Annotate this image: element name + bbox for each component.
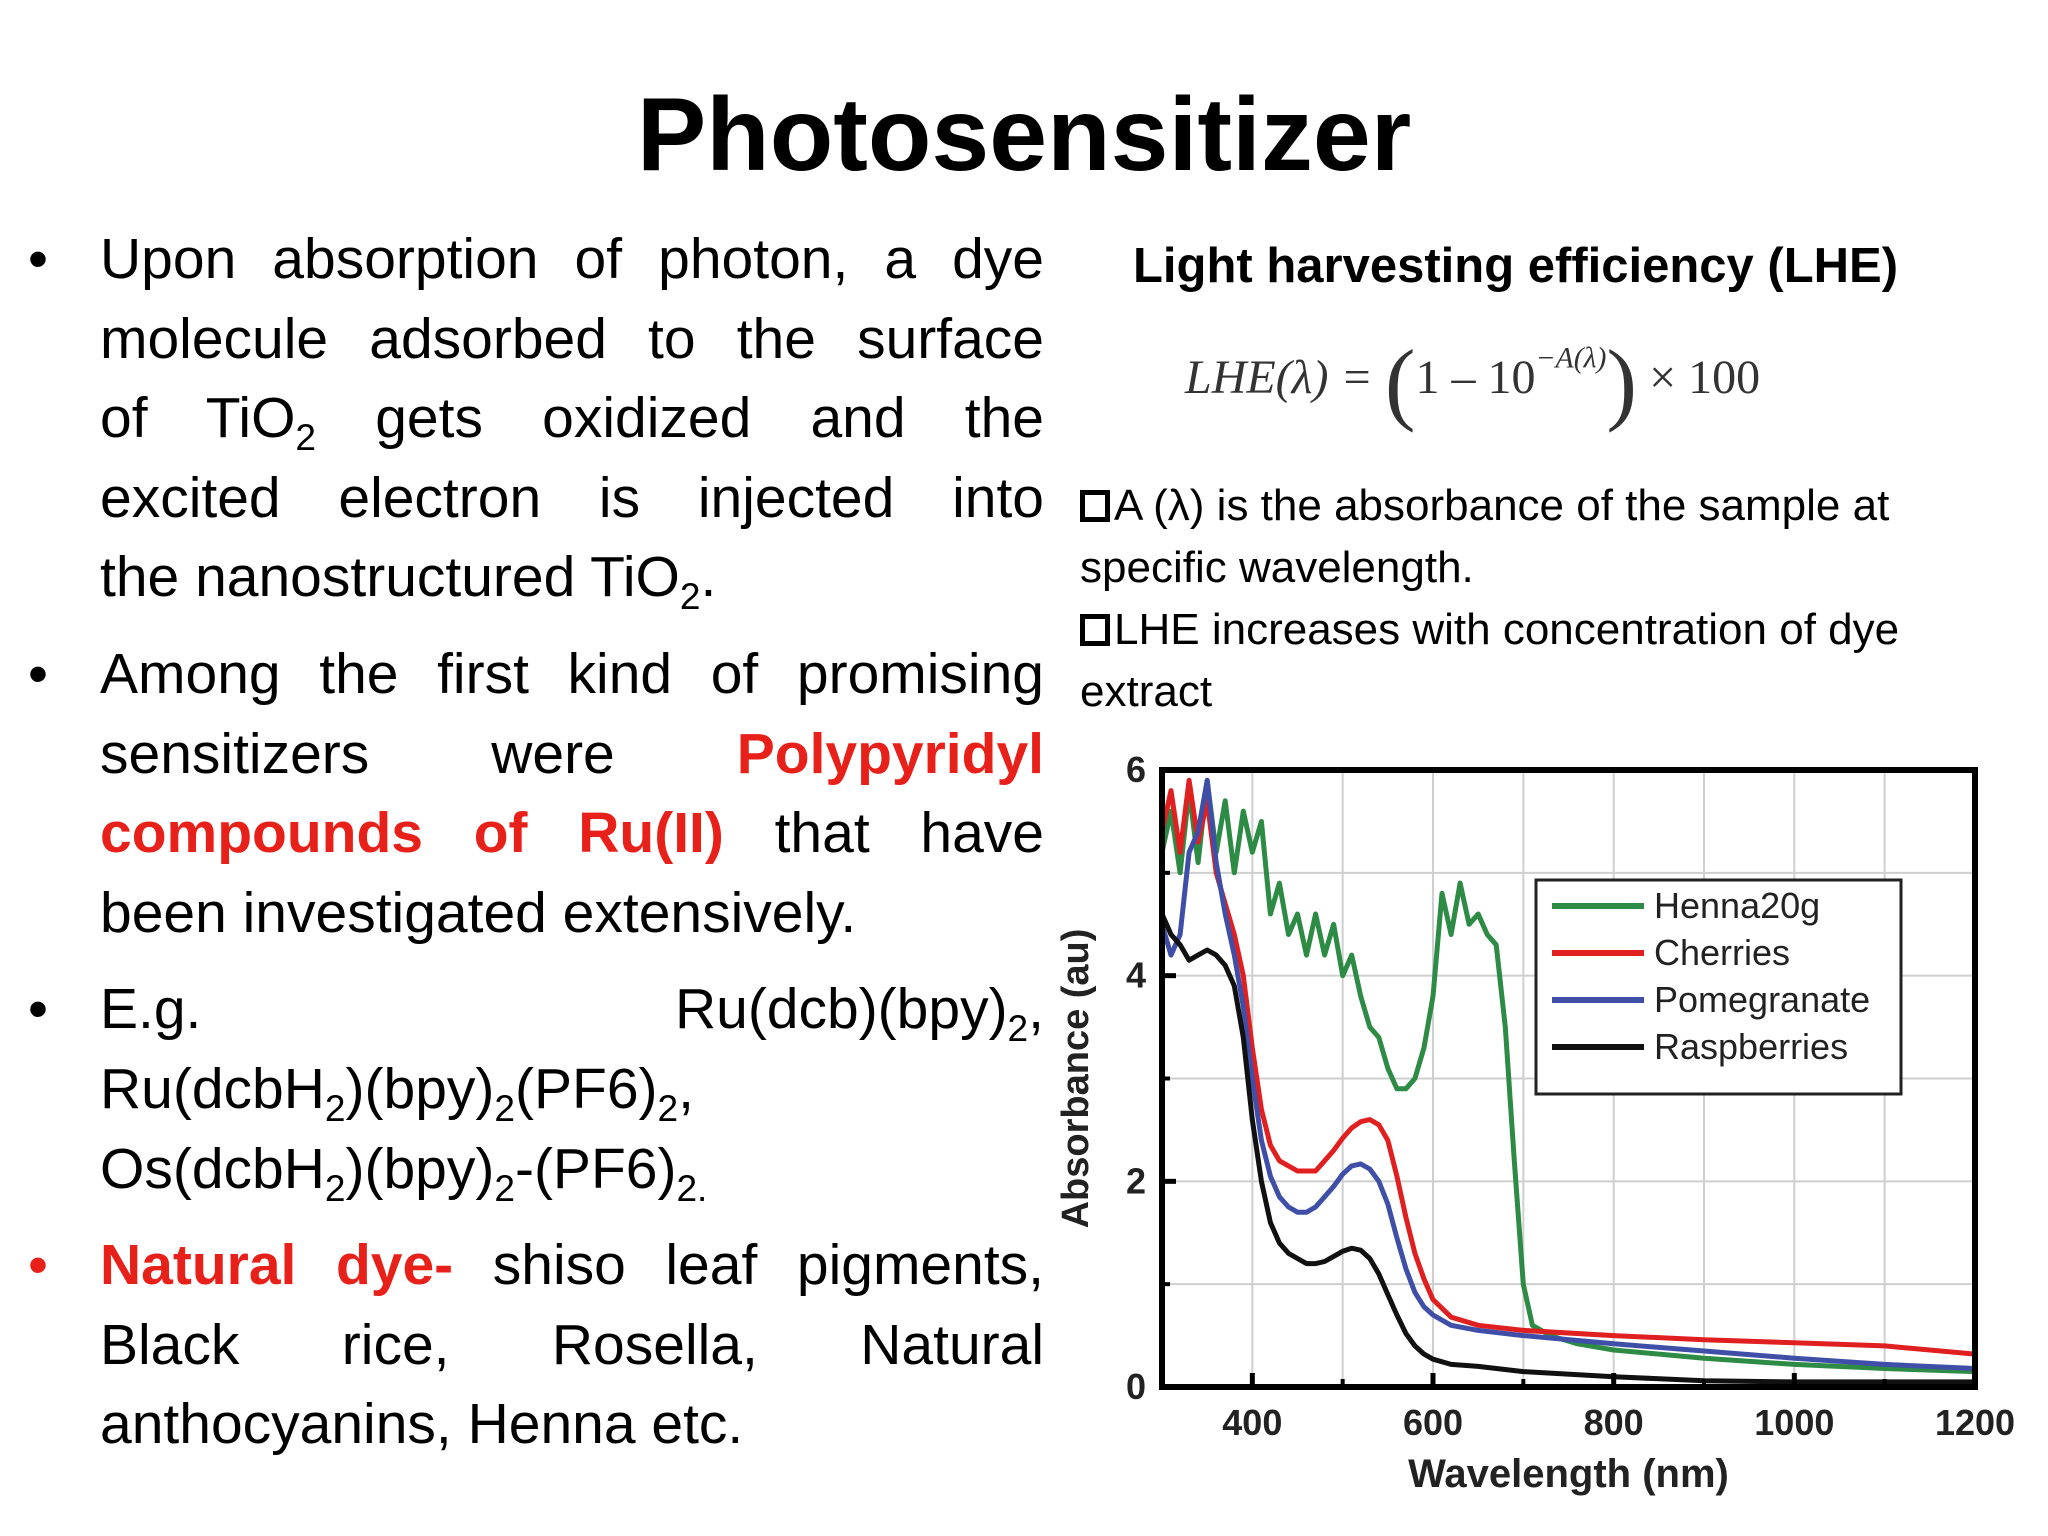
bullet-1-line-1: Upon absorption of photon, a dye: [100, 227, 1044, 291]
bullet-4-line-1: Natural dye- shiso leaf pigments,: [100, 1233, 1044, 1298]
y-axis-label: Absorbance (au): [1055, 929, 1097, 1229]
bullet-1-line-5: the nanostructured TiO2.: [100, 545, 717, 618]
bullet-4: • Natural dye- shiso leaf pigments, Blac…: [28, 1226, 1044, 1465]
y-tick-label: 2: [1126, 1160, 1146, 1201]
y-tick-label: 6: [1126, 749, 1146, 790]
slide-title: Photosensitizer: [636, 77, 1412, 193]
bullet-4-line-2: Black rice, Rosella, Natural: [100, 1312, 1044, 1377]
bullet-1-line-2: molecule adsorbed to the surface: [100, 306, 1044, 371]
series-line-raspberries: [1159, 912, 1975, 1385]
lhe-formula: LHE(λ) = (1 – 10−A(λ)) × 100: [1185, 336, 1761, 428]
x-tick-label: 600: [1403, 1402, 1463, 1443]
bullet-4-line-3: anthocyanins, Henna etc.: [100, 1392, 744, 1457]
legend-box: [1534, 878, 1903, 1096]
formula-close-paren: ): [1606, 330, 1638, 433]
bullet-2: • Among the first kind of promising sens…: [28, 635, 1044, 953]
legend-label: Henna20g: [1654, 885, 1820, 926]
bullet-1-line-4: excited electron is injected into: [100, 465, 1044, 530]
legend-label: Cherries: [1654, 932, 1790, 973]
formula-open-paren: (: [1384, 330, 1416, 433]
bullet-3-line-3: Os(dcbH2)(bpy)2-(PF6)2.: [100, 1136, 708, 1209]
bullet-dot-icon: •: [28, 641, 48, 706]
x-axis-label: Wavelength (nm): [1408, 1452, 1729, 1496]
x-tick-label: 1000: [1754, 1402, 1834, 1443]
y-tick-label: 0: [1126, 1366, 1146, 1407]
formula-exponent: −A(λ): [1535, 341, 1607, 375]
x-tick-label: 1200: [1935, 1402, 2015, 1443]
checkbox-square-icon: [1080, 614, 1110, 646]
bullet-2-line-3: compounds of Ru(II) that have: [100, 801, 1044, 866]
bullet-3-line-1: E.g. Ru(dcb)(bpy)2,: [100, 977, 1044, 1050]
note-1: A (λ) is the absorbance of the sample at…: [1080, 481, 1890, 592]
bullet-2-line-2: sensitizers were Polypyridyl: [100, 721, 1044, 786]
x-tick-label: 800: [1584, 1402, 1644, 1443]
bullet-2-line-1: Among the first kind of promising: [100, 641, 1044, 706]
bullet-dot-icon: •: [28, 977, 48, 1042]
legend-label: Raspberries: [1654, 1026, 1848, 1067]
bullet-list: • Upon absorption of photon, a dye molec…: [28, 220, 1044, 1482]
bullet-2-line-4: been investigated extensively.: [100, 880, 857, 945]
series-line-pomegranate: [1159, 777, 1976, 1371]
formula-multiplier: × 100: [1649, 351, 1761, 404]
absorbance-chart: 400 600 800 1000 1200 0 2 4 6 Wavelength (nm) Abso…: [1055, 749, 2015, 1496]
bullet-3: • E.g. Ru(dcb)(bpy)2, Ru(dcbH2)(bpy)2(PF…: [28, 970, 1044, 1209]
formula-term: 1 – 10: [1415, 351, 1536, 404]
lhe-heading: Light harvesting efficiency (LHE): [1133, 239, 1899, 293]
y-tick-label: 4: [1126, 955, 1146, 996]
bullet-3-line-2: Ru(dcbH2)(bpy)2(PF6)2,: [100, 1056, 694, 1129]
notes: A (λ) is the absorbance of the sample at…: [1080, 475, 1980, 723]
series-line-henna20g: [1159, 777, 1976, 1375]
checkbox-square-icon: [1080, 490, 1110, 522]
formula-lhs: LHE(λ) =: [1185, 351, 1373, 404]
legend-label: Pomegranate: [1654, 979, 1870, 1020]
bullet-1-line-3: of TiO2 gets oxidized and the: [100, 386, 1044, 459]
note-2: LHE increases with concentration of dye …: [1080, 605, 1900, 716]
bullet-1: • Upon absorption of photon, a dye molec…: [28, 220, 1044, 618]
bullet-dot-icon: •: [28, 1233, 48, 1298]
x-tick-label: 400: [1222, 1402, 1282, 1443]
bullet-dot-icon: •: [28, 227, 48, 291]
